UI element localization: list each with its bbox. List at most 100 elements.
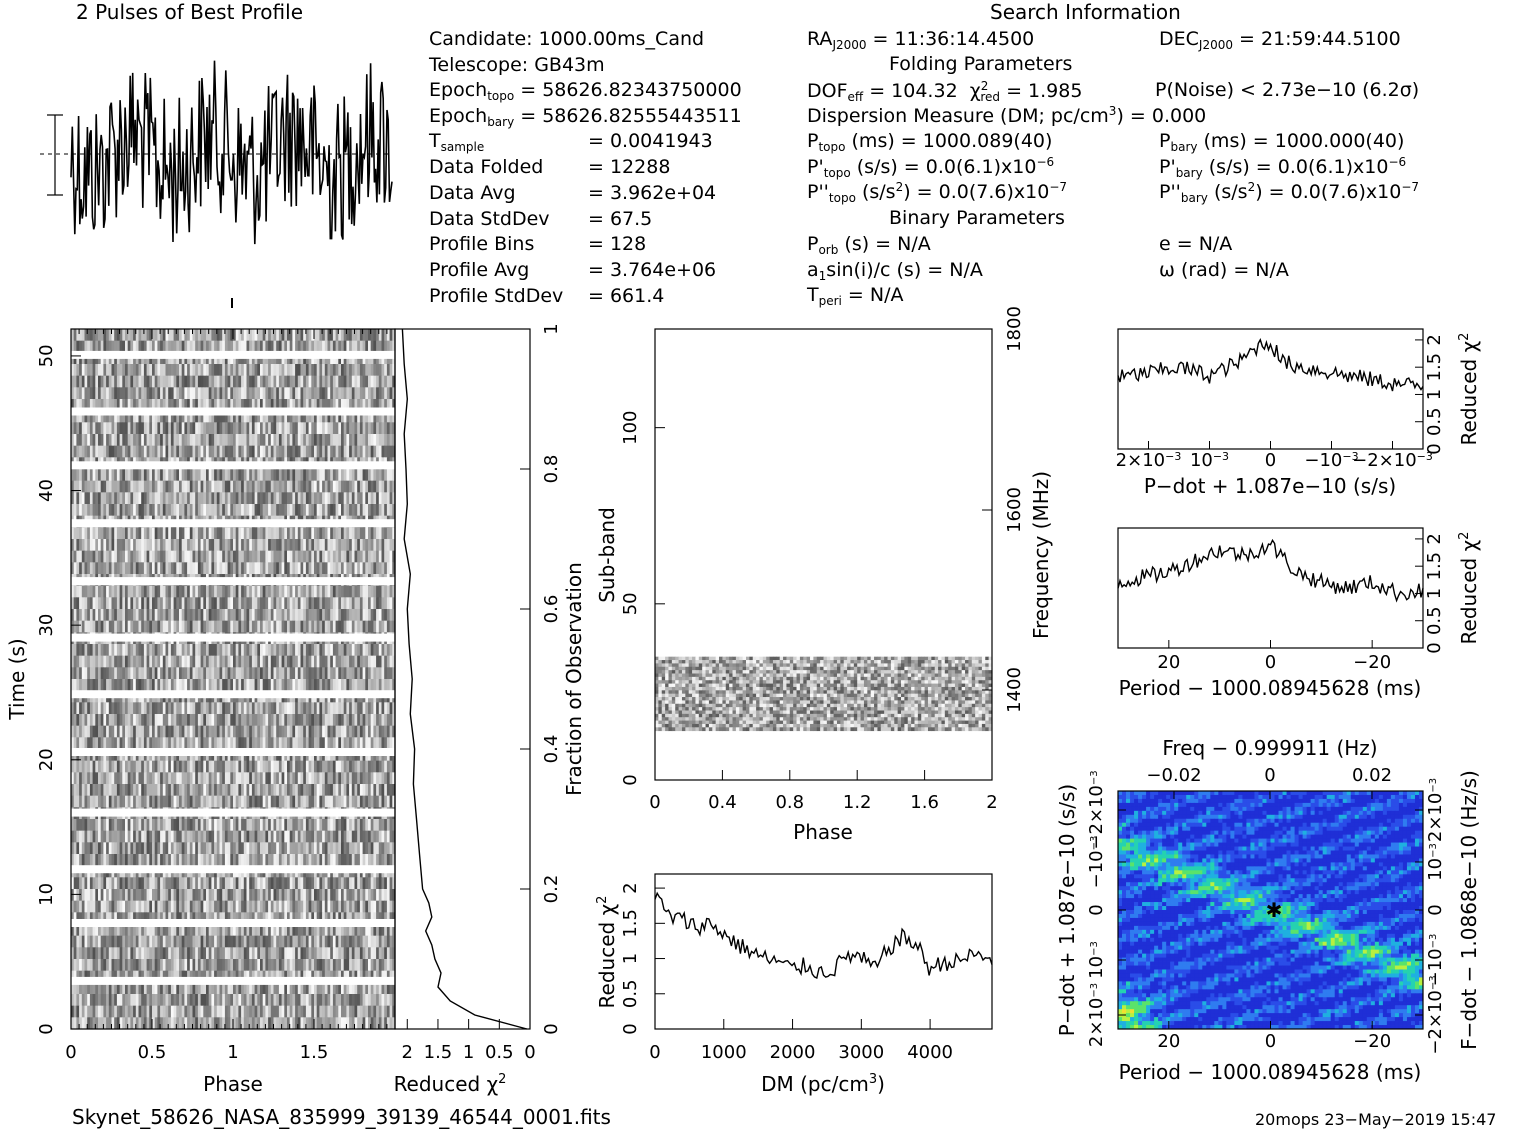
time-phase-cell [230, 597, 234, 610]
time-phase-cell [262, 375, 266, 388]
time-phase-cell [89, 375, 93, 388]
time-phase-cell [268, 375, 272, 388]
time-phase-cell [300, 527, 304, 540]
time-phase-cell [270, 375, 274, 388]
time-phase-cell [378, 539, 382, 552]
time-phase-cell [332, 737, 336, 750]
time-phase-cell [216, 387, 220, 400]
time-phase-cell [246, 445, 250, 458]
time-phase-cell [281, 375, 285, 388]
time-phase-cell [392, 387, 396, 400]
time-phase-cell [87, 504, 91, 517]
time-phase-cell [260, 772, 264, 785]
time-phase-cell [130, 725, 134, 738]
time-phase-cell [357, 609, 361, 622]
time-phase-cell [351, 644, 355, 657]
time-phase-cell [152, 562, 156, 575]
time-phase-cell [176, 737, 180, 750]
time-phase-cell [324, 539, 328, 552]
time-phase-cell [319, 399, 323, 412]
time-phase-cell [357, 585, 361, 598]
time-phase-cell [203, 609, 207, 622]
time-phase-cell [330, 597, 334, 610]
time-phase-cell [149, 387, 153, 400]
time-phase-cell [152, 702, 156, 715]
time-phase-cell [287, 597, 291, 610]
time-phase-cell [346, 504, 350, 517]
time-phase-cell [311, 445, 315, 458]
time-phase-cell [122, 504, 126, 517]
time-phase-cell [119, 725, 123, 738]
time-phase-cell [146, 422, 150, 435]
time-phase-cell [357, 679, 361, 692]
time-phase-cell [176, 422, 180, 435]
time-phase-cell [192, 375, 196, 388]
time-phase-cell [378, 422, 382, 435]
time-phase-cell [308, 702, 312, 715]
time-phase-cell [368, 585, 372, 598]
time-phase-cell [243, 329, 247, 342]
time-phase-cell [192, 737, 196, 750]
time-phase-cell [152, 375, 156, 388]
time-phase-cell [157, 550, 161, 563]
time-phase-cell [108, 609, 112, 622]
time-phase-cell [95, 655, 99, 668]
time-phase-cell [71, 725, 75, 738]
time-phase-cell [230, 375, 234, 388]
time-phase-cell [243, 539, 247, 552]
time-phase-cell [114, 492, 118, 505]
time-phase-cell [284, 527, 288, 540]
time-phase-cell [292, 585, 296, 598]
time-phase-cell [295, 725, 299, 738]
time-phase-cell [87, 667, 91, 680]
time-phase-cell [219, 784, 223, 797]
time-phase-cell [346, 492, 350, 505]
time-phase-cell [303, 480, 307, 493]
time-phase-cell [95, 399, 99, 412]
time-phase-cell [343, 399, 347, 412]
time-phase-cell [119, 434, 123, 447]
time-phase-cell [362, 434, 366, 447]
time-phase-cell [92, 644, 96, 657]
time-phase-cell [141, 539, 145, 552]
time-phase-cell [254, 725, 258, 738]
time-phase-cell [300, 375, 304, 388]
time-phase-cell [192, 784, 196, 797]
time-phase-cell [133, 445, 137, 458]
time-phase-cell [268, 329, 272, 342]
time-phase-cell [184, 784, 188, 797]
time-phase-cell [243, 597, 247, 610]
time-phase-cell [165, 597, 169, 610]
time-phase-cell [289, 737, 293, 750]
time-phase-cell [292, 725, 296, 738]
time-phase-cell [106, 644, 110, 657]
time-phase-cell [292, 760, 296, 773]
time-phase-cell [160, 329, 164, 342]
time-phase-cell [208, 609, 212, 622]
time-phase-cell [224, 434, 228, 447]
time-phase-cell [197, 387, 201, 400]
time-phase-cell [378, 562, 382, 575]
time-phase-cell [303, 539, 307, 552]
time-phase-cell [238, 410, 242, 423]
time-phase-cell [392, 422, 396, 435]
time-phase-cell [281, 504, 285, 517]
time-phase-cell [381, 760, 385, 773]
time-phase-cell [184, 364, 188, 377]
time-phase-cell [235, 702, 239, 715]
time-phase-cell [235, 644, 239, 657]
time-phase-cell [319, 620, 323, 633]
time-phase-cell [262, 620, 266, 633]
time-phase-cell [197, 504, 201, 517]
time-phase-cell [143, 562, 147, 575]
time-phase-cell [73, 772, 77, 785]
time-phase-cell [173, 364, 177, 377]
time-phase-cell [381, 679, 385, 692]
time-phase-cell [227, 550, 231, 563]
time-phase-cell [330, 469, 334, 482]
time-phase-cell [143, 340, 147, 353]
time-phase-cell [284, 597, 288, 610]
time-phase-cell [149, 702, 153, 715]
time-phase-cell [133, 387, 137, 400]
time-phase-cell [308, 434, 312, 447]
